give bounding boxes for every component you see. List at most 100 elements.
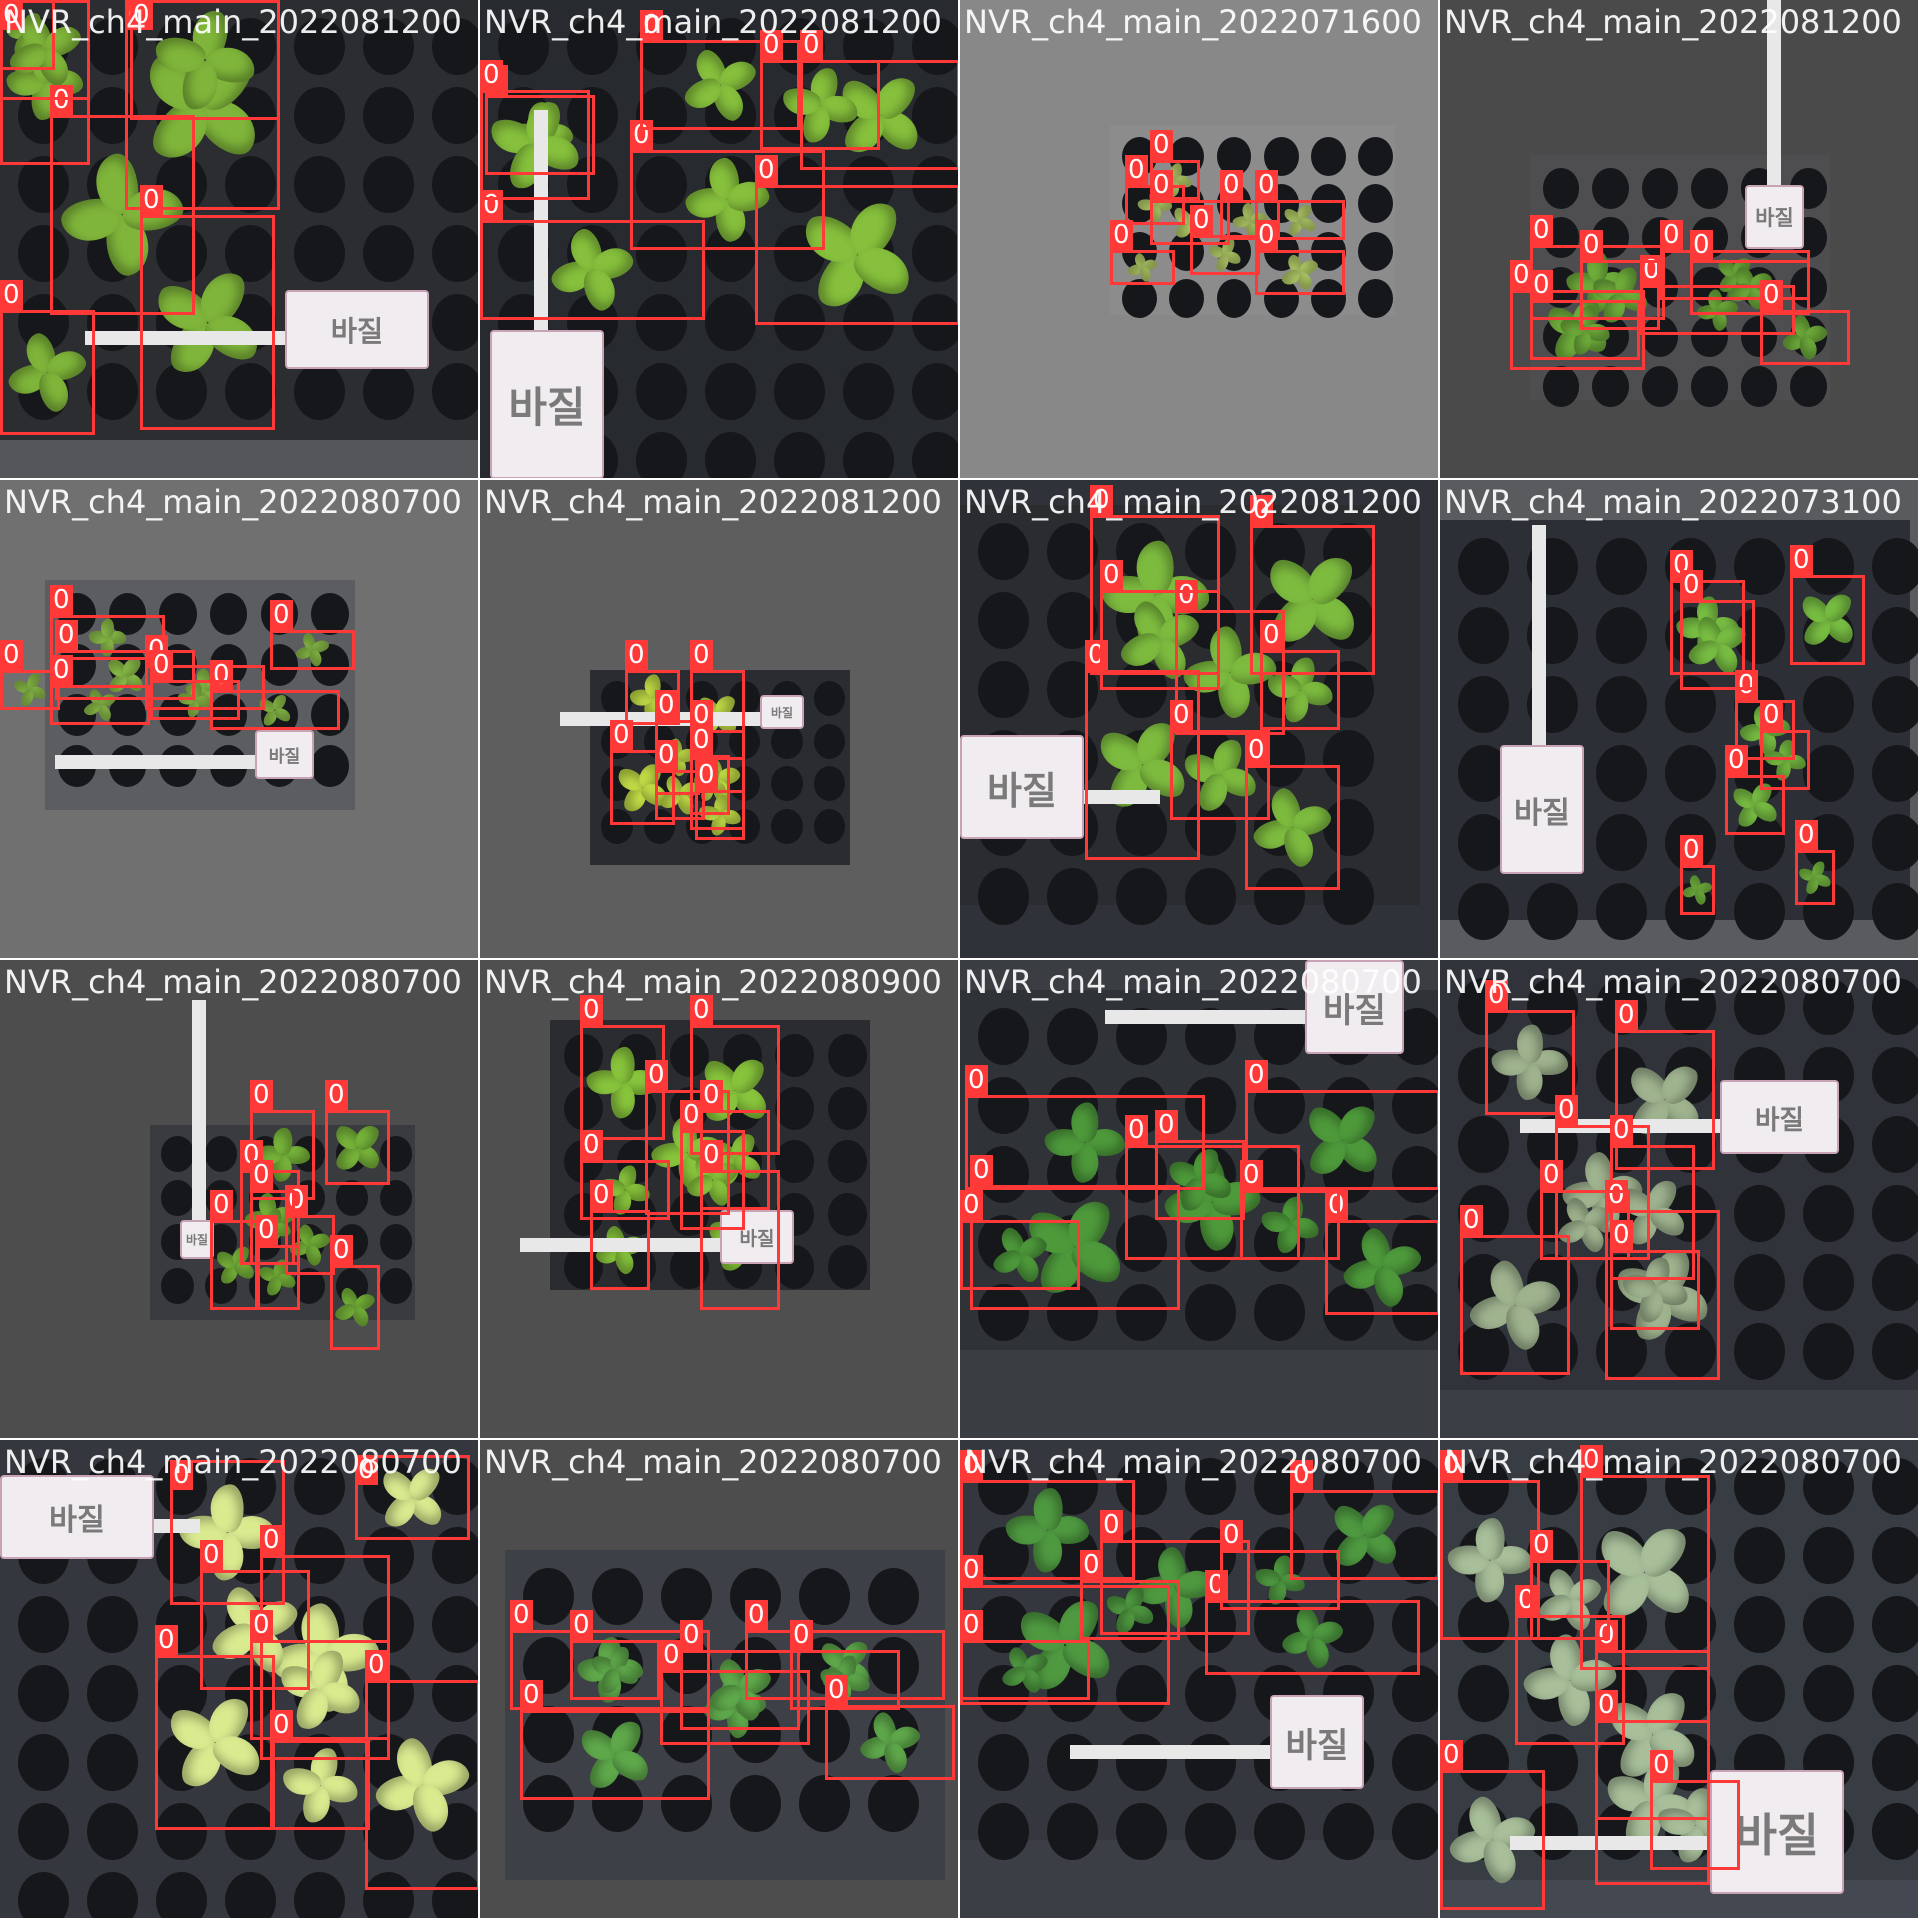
detection-box: 0	[1460, 1205, 1570, 1375]
detection-box: 0	[695, 760, 745, 840]
class-label: 0	[960, 1190, 983, 1220]
plant-label-tag: 바질	[180, 1220, 214, 1259]
tray-cell	[161, 1136, 194, 1173]
tray-cell	[978, 1734, 1029, 1791]
tray-cell	[775, 1139, 815, 1184]
tile-filename: NVR_ch4_main_2022080700	[1444, 1443, 1902, 1481]
class-label: 0	[50, 85, 73, 115]
label-stake	[55, 754, 255, 769]
tray-cell	[1116, 1527, 1167, 1584]
tray-cell	[1872, 538, 1918, 595]
tray-cell	[775, 1033, 815, 1078]
class-label: 0	[580, 1130, 603, 1160]
label-stake	[1510, 1836, 1710, 1850]
class-label: 0	[250, 1080, 273, 1110]
tray-cell	[363, 156, 414, 213]
tray-cell	[1047, 868, 1098, 925]
detection-box: 0	[1220, 170, 1280, 240]
tray-cell	[363, 225, 414, 282]
tray-cell	[1803, 1665, 1854, 1722]
class-label: 0	[1220, 170, 1243, 200]
detection-box: 0	[960, 1610, 1090, 1700]
tray-cell	[661, 1568, 712, 1625]
detection-box: 0	[140, 185, 275, 430]
tile-filename: NVR_ch4_main_2022080700	[1444, 963, 1902, 1001]
tray-cell	[1185, 1803, 1236, 1860]
tray-cell	[87, 1734, 138, 1791]
class-label: 0	[270, 1710, 293, 1740]
class-label: 0	[1100, 1510, 1123, 1540]
detection-box: 0	[760, 30, 880, 150]
class-label: 0	[680, 1620, 703, 1650]
label-stake	[520, 1237, 720, 1252]
tray-cell	[592, 1568, 643, 1625]
tray-cell	[432, 294, 478, 351]
tray-cell	[1527, 1803, 1578, 1860]
class-label: 0	[1220, 1520, 1243, 1550]
class-label: 0	[1255, 170, 1278, 200]
detection-box: 0	[755, 155, 958, 325]
tray-cell	[828, 1139, 868, 1184]
tray-cell	[636, 156, 687, 213]
tray-cell	[1310, 184, 1346, 224]
tray-cell	[1734, 1254, 1785, 1311]
tray-cell	[1116, 799, 1167, 856]
tray-cell	[379, 1223, 413, 1260]
tray-cell	[1310, 278, 1346, 318]
class-label: 0	[1080, 1550, 1103, 1580]
tray-cell	[1803, 1458, 1854, 1515]
detection-box: 0	[0, 0, 90, 100]
class-label: 0	[1795, 820, 1818, 850]
tray-cell	[1116, 868, 1167, 925]
tray-cell	[87, 1665, 138, 1722]
class-label: 0	[1790, 545, 1813, 575]
tray-cell	[379, 1267, 413, 1304]
tray-cell	[1872, 814, 1918, 871]
class-label: 0	[55, 620, 78, 650]
tray-cell	[1803, 1596, 1854, 1653]
tray-cell	[87, 1596, 138, 1653]
detection-box: 0	[700, 1140, 780, 1310]
tray-cell	[161, 1180, 194, 1217]
tray-cell	[432, 156, 478, 213]
tray-cell	[1542, 167, 1580, 209]
class-label: 0	[1605, 1180, 1628, 1210]
tray-cell	[636, 225, 687, 282]
tile-filename: NVR_ch4_main_2022080700	[4, 1443, 462, 1481]
tray-cell	[161, 1267, 194, 1304]
detection-box: 0	[1245, 1060, 1438, 1190]
class-label: 0	[330, 1235, 353, 1265]
tray-cell	[1734, 1596, 1785, 1653]
tray-cell	[1185, 1284, 1236, 1341]
tray-cell	[1047, 1734, 1098, 1791]
tray-cell	[978, 1008, 1029, 1065]
tile-filename: NVR_ch4_main_2022081200	[4, 3, 462, 41]
tray-cell	[771, 766, 803, 802]
tray-cell	[1734, 1665, 1785, 1722]
tray-cell	[1323, 661, 1374, 718]
detection-box: 0	[270, 600, 355, 670]
class-label: 0	[1680, 835, 1703, 865]
tray-cell	[1116, 1734, 1167, 1791]
tray-cell	[1169, 278, 1205, 318]
tray-cell	[868, 1568, 919, 1625]
tray-cell	[1872, 1323, 1918, 1380]
class-label: 0	[1290, 1460, 1313, 1490]
tray-cell	[1803, 1185, 1854, 1242]
class-label: 0	[1610, 1220, 1633, 1250]
tray-cell	[1185, 523, 1236, 580]
tray-cell	[1734, 1527, 1785, 1584]
tray-cell	[1596, 676, 1647, 733]
tray-cell	[1872, 607, 1918, 664]
detection-box: 0	[625, 640, 680, 725]
detection-box: 0	[590, 1180, 650, 1290]
class-label: 0	[0, 0, 23, 30]
class-label: 0	[510, 1600, 533, 1630]
class-label: 0	[655, 740, 678, 770]
tray-cell	[1185, 868, 1236, 925]
tray-cell	[156, 225, 207, 282]
class-label: 0	[1555, 1095, 1578, 1125]
detection-box: 0	[325, 1080, 390, 1185]
class-label: 0	[1530, 215, 1553, 245]
tray-cell	[978, 1458, 1029, 1515]
